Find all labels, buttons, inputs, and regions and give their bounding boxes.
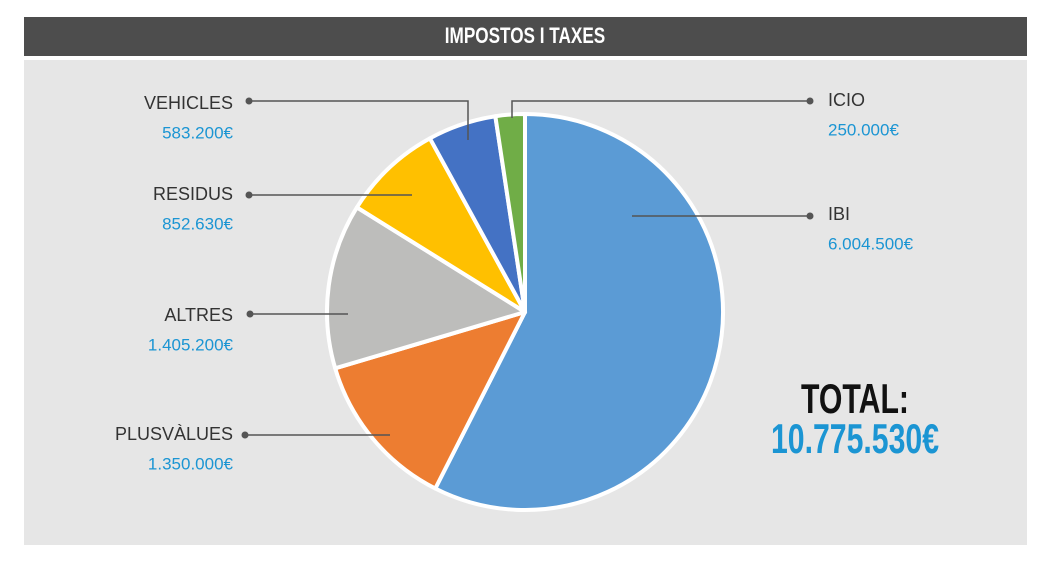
leader-dot: [246, 310, 254, 318]
slice-name: RESIDUS: [153, 184, 233, 204]
pie-slice: [325, 205, 527, 371]
total-label: TOTAL:: [801, 375, 909, 422]
slice-value: 583.200€: [162, 123, 233, 142]
slice-value: 1.350.000€: [148, 454, 234, 473]
header-bar: [24, 17, 1027, 56]
slice-name: IBI: [828, 204, 850, 224]
leader-line: [249, 100, 469, 140]
labels: IBI 6.004.500€ PLUSVÀLUES 1.350.000€ ALTRES 1…: [115, 90, 914, 474]
slice-value: 1.405.200€: [148, 335, 234, 354]
leader-dot: [245, 97, 253, 105]
leader-dot: [241, 431, 249, 439]
slice-name: VEHICLES: [144, 93, 233, 113]
slice-name: ICIO: [828, 90, 865, 110]
slice-value: 6.004.500€: [828, 234, 914, 253]
leader-dot: [806, 97, 814, 105]
leader-line: [511, 100, 810, 118]
pie-slice: [433, 112, 725, 512]
pie-slice: [493, 112, 527, 314]
leader-dot: [245, 191, 253, 199]
slice-value: 250.000€: [828, 120, 899, 139]
pie: [325, 112, 725, 512]
leader-dot: [806, 212, 814, 220]
slice-name: PLUSVÀLUES: [115, 424, 233, 444]
chart-title: IMPOSTOS I TAXES: [445, 24, 605, 49]
slice-value: 852.630€: [162, 214, 233, 233]
slice-name: ALTRES: [164, 305, 233, 325]
total-value: 10.775.530€: [771, 415, 939, 462]
